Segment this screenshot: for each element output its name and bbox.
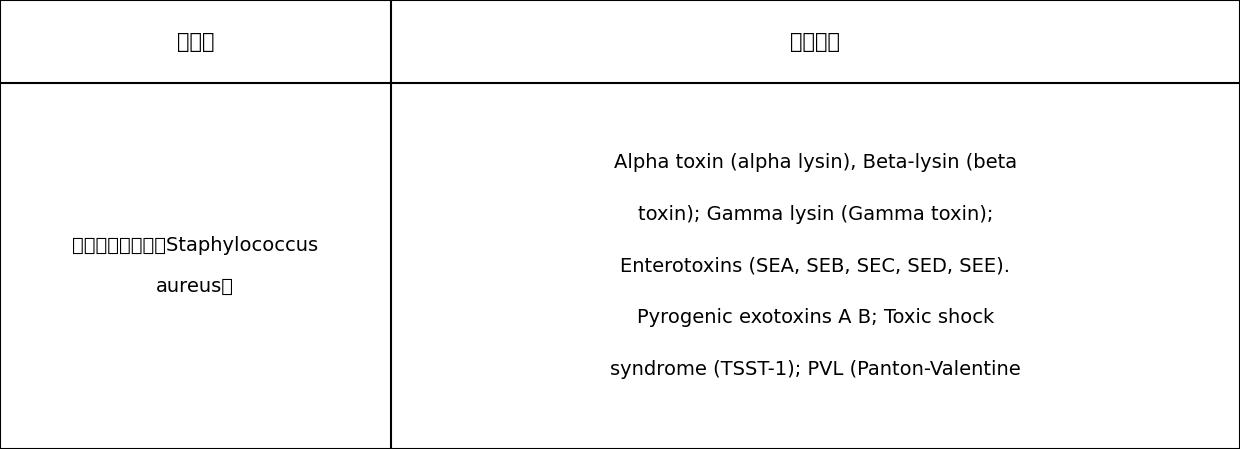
Text: 基因源: 基因源 <box>176 31 215 52</box>
Text: syndrome (TSST-1); PVL (Panton-Valentine: syndrome (TSST-1); PVL (Panton-Valentine <box>610 360 1021 379</box>
Text: toxin); Gamma lysin (Gamma toxin);: toxin); Gamma lysin (Gamma toxin); <box>637 205 993 224</box>
Text: Enterotoxins (SEA, SEB, SEC, SED, SEE).: Enterotoxins (SEA, SEB, SEC, SED, SEE). <box>620 256 1011 276</box>
Text: Alpha toxin (alpha lysin), Beta-lysin (beta: Alpha toxin (alpha lysin), Beta-lysin (b… <box>614 153 1017 172</box>
Text: Pyrogenic exotoxins A B; Toxic shock: Pyrogenic exotoxins A B; Toxic shock <box>636 308 994 327</box>
Text: 毒性基因: 毒性基因 <box>790 31 841 52</box>
Text: 金黄色葡萄球菌（Staphylococcus: 金黄色葡萄球菌（Staphylococcus <box>72 236 319 255</box>
Text: aureus）: aureus） <box>156 277 234 296</box>
